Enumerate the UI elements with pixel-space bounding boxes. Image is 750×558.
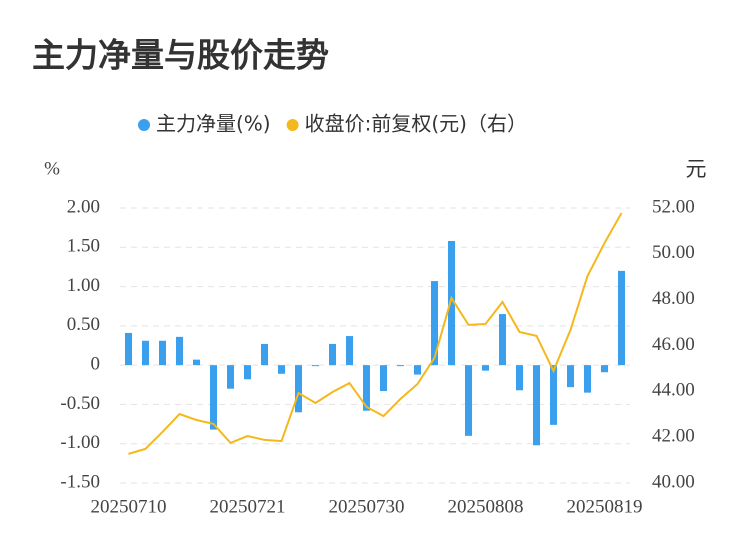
y2-tick-label: 42.00: [652, 426, 695, 447]
bar: [516, 365, 523, 391]
y2-tick-label: 48.00: [652, 288, 695, 309]
bar: [567, 365, 574, 388]
legend-label: 主力净量(%): [156, 112, 271, 136]
bar: [465, 365, 472, 436]
y-tick-label: -1.50: [60, 471, 100, 492]
bar: [397, 365, 404, 367]
y-tick-label: 1.50: [67, 236, 100, 257]
bar: [312, 365, 319, 367]
x-tick-label: 20250721: [210, 496, 286, 517]
x-tick-label: 20250730: [329, 496, 405, 517]
y2-tick-label: 50.00: [652, 242, 695, 263]
bar: [380, 365, 387, 392]
y-axis-label: %: [44, 158, 60, 179]
bar: [414, 365, 421, 375]
bar: [159, 340, 166, 366]
bar: [346, 336, 353, 366]
bar: [482, 365, 489, 371]
y-tick-label: 0.50: [67, 314, 100, 335]
legend-marker: [138, 119, 150, 131]
price-line: [128, 212, 623, 455]
bar: [431, 281, 438, 366]
bar: [142, 340, 149, 366]
bar: [329, 343, 336, 366]
bar: [363, 365, 370, 411]
y2-axis-label: 元: [686, 157, 707, 181]
y-tick-label: 2.00: [67, 196, 100, 217]
x-tick-label: 20250710: [91, 496, 167, 517]
bar: [601, 365, 608, 373]
y2-tick-label: 44.00: [652, 380, 695, 401]
legend: 主力净量(%) 收盘价:前复权(元)（右）: [138, 112, 527, 136]
bar: [227, 365, 234, 389]
bar: [618, 270, 625, 366]
chart-title: 主力净量与股价走势: [32, 36, 329, 75]
y-tick-label: -1.00: [60, 432, 100, 453]
bar: [261, 343, 268, 366]
bar: [125, 332, 132, 366]
bar: [584, 365, 591, 393]
bar: [550, 365, 557, 425]
bar: [244, 365, 251, 380]
x-tick-label: 20250808: [448, 496, 524, 517]
y2-tick-label: 46.00: [652, 334, 695, 355]
y-tick-label: 0: [91, 354, 101, 375]
bar: [448, 241, 455, 366]
y-tick-label: 1.00: [67, 275, 100, 296]
legend-label: 收盘价:前复权(元)（右）: [305, 112, 527, 136]
bar: [295, 365, 302, 413]
x-tick-label: 20250819: [567, 496, 643, 517]
bar: [193, 359, 200, 366]
bar: [533, 365, 540, 446]
bar: [278, 365, 285, 374]
bar: [499, 314, 506, 366]
bar: [176, 336, 183, 366]
y2-tick-label: 52.00: [652, 196, 695, 217]
y2-tick-label: 40.00: [652, 471, 695, 492]
y-tick-label: -0.50: [60, 393, 100, 414]
bar: [210, 365, 217, 430]
legend-marker: [286, 119, 299, 131]
